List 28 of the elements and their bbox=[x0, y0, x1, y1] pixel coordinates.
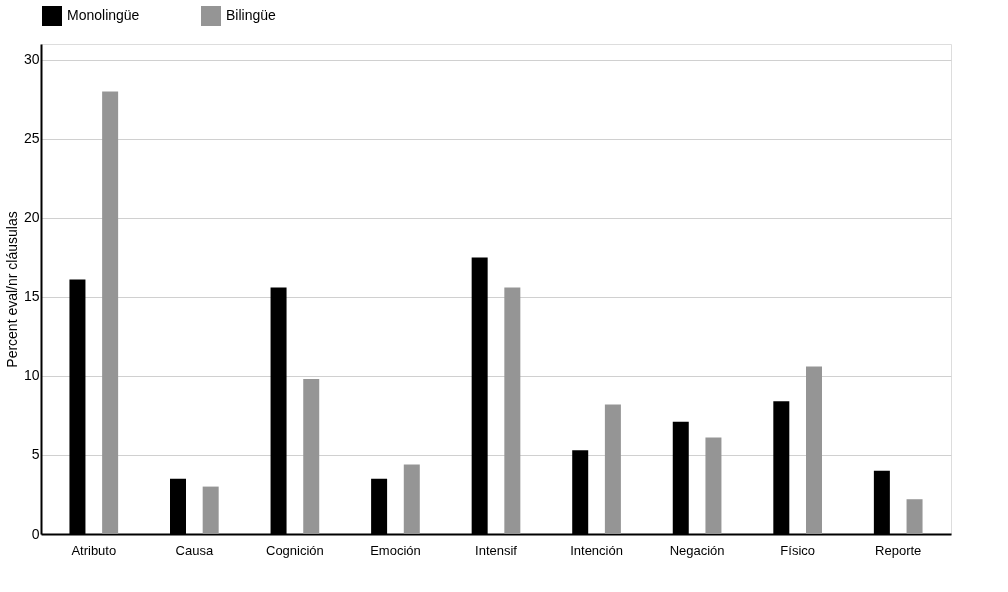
bar bbox=[403, 464, 420, 534]
y-axis-title: Percent eval/nr cláusulas bbox=[3, 211, 20, 368]
legend-label: Monolingüe bbox=[67, 7, 140, 23]
legend-label: Bilingüe bbox=[226, 7, 277, 23]
y-tick-label: 10 bbox=[23, 367, 40, 384]
bar bbox=[906, 499, 923, 534]
x-tick-label: Cognición bbox=[265, 542, 324, 558]
x-tick-label: Intención bbox=[570, 542, 623, 558]
y-tick-label: 20 bbox=[23, 209, 40, 226]
x-tick-label: Emoción bbox=[370, 542, 421, 558]
bar bbox=[303, 379, 320, 534]
bar bbox=[806, 366, 822, 534]
bar bbox=[504, 287, 521, 534]
bar bbox=[705, 437, 722, 534]
bar bbox=[102, 91, 119, 534]
x-tick-label: Causa bbox=[175, 542, 214, 558]
bar bbox=[604, 404, 621, 534]
y-tick-label: 5 bbox=[31, 446, 40, 463]
x-tick-label: Negación bbox=[669, 542, 725, 558]
x-tick-label: Intensif bbox=[475, 542, 518, 558]
y-tick-label: 0 bbox=[31, 525, 40, 542]
y-tick-label: 15 bbox=[23, 288, 40, 305]
x-tick-label: Reporte bbox=[875, 542, 922, 558]
bar bbox=[202, 486, 219, 534]
x-tick-label: Físico bbox=[780, 542, 815, 558]
x-tick-label: Atributo bbox=[71, 542, 117, 558]
y-tick-label: 30 bbox=[23, 51, 40, 68]
y-tick-label: 25 bbox=[23, 130, 40, 147]
